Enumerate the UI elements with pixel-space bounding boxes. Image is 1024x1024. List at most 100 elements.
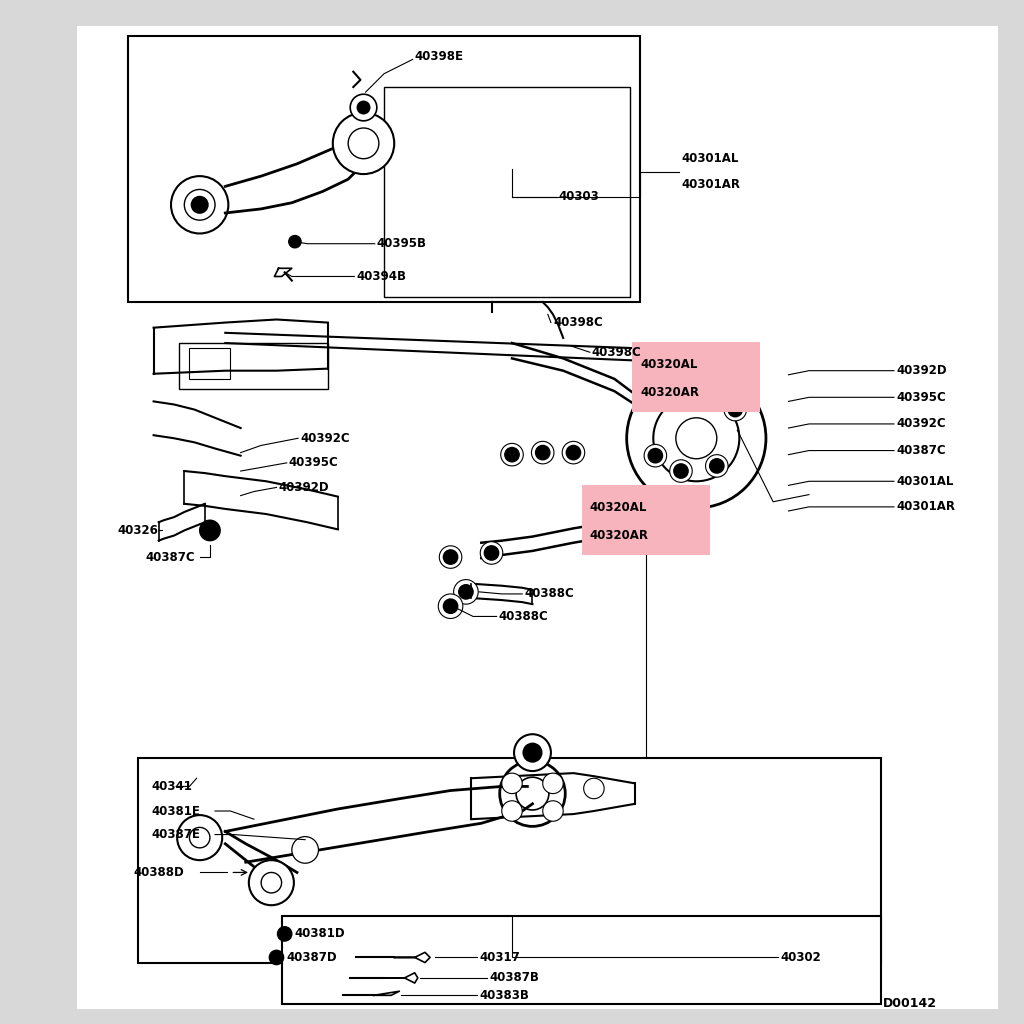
Circle shape: [297, 842, 313, 858]
Text: 40387C: 40387C: [896, 444, 945, 457]
Text: 40317: 40317: [479, 951, 520, 964]
Circle shape: [177, 815, 222, 860]
Text: 40301AR: 40301AR: [681, 178, 740, 190]
Circle shape: [658, 374, 673, 388]
Text: 40320AL: 40320AL: [590, 501, 647, 514]
Circle shape: [562, 441, 585, 464]
Circle shape: [523, 743, 542, 762]
Text: 40387E: 40387E: [152, 828, 201, 841]
Bar: [189, 348, 230, 379]
Circle shape: [543, 773, 563, 794]
Circle shape: [543, 801, 563, 821]
Circle shape: [566, 445, 581, 460]
Text: 40398C: 40398C: [592, 346, 642, 358]
Text: 40341: 40341: [152, 780, 193, 793]
Circle shape: [191, 197, 208, 213]
Circle shape: [500, 761, 565, 826]
Text: 40383B: 40383B: [479, 989, 529, 1001]
Circle shape: [728, 402, 742, 417]
Circle shape: [584, 778, 604, 799]
Circle shape: [480, 542, 503, 564]
Polygon shape: [471, 773, 635, 819]
Circle shape: [289, 236, 301, 248]
Text: 40320AL: 40320AL: [640, 357, 697, 371]
Bar: [128, 36, 640, 302]
Text: 40398E: 40398E: [415, 50, 464, 62]
Circle shape: [676, 418, 717, 459]
Circle shape: [516, 777, 549, 810]
Circle shape: [700, 383, 723, 406]
Text: 40395C: 40395C: [289, 457, 339, 469]
Circle shape: [292, 837, 318, 863]
Bar: [282, 916, 881, 1004]
Text: 40387C: 40387C: [145, 551, 195, 563]
Circle shape: [249, 860, 294, 905]
Circle shape: [627, 369, 766, 508]
Circle shape: [502, 773, 522, 794]
Text: 40303: 40303: [558, 190, 599, 203]
Text: 40381E: 40381E: [152, 805, 201, 817]
Circle shape: [443, 550, 458, 564]
Text: 40392C: 40392C: [896, 418, 945, 430]
Circle shape: [644, 444, 667, 467]
Circle shape: [454, 580, 478, 604]
Circle shape: [357, 101, 370, 114]
Text: 40387D: 40387D: [287, 951, 337, 964]
Circle shape: [654, 370, 677, 392]
Circle shape: [459, 585, 473, 599]
Circle shape: [171, 176, 228, 233]
Text: 40392C: 40392C: [300, 432, 349, 444]
Bar: [138, 758, 881, 963]
Circle shape: [710, 459, 724, 473]
Circle shape: [648, 449, 663, 463]
Circle shape: [670, 460, 692, 482]
Text: 40388C: 40388C: [499, 610, 549, 623]
Bar: [384, 87, 630, 297]
Text: 40388C: 40388C: [524, 588, 574, 600]
Bar: [179, 343, 328, 389]
Text: 40302: 40302: [780, 951, 821, 964]
Circle shape: [724, 398, 746, 421]
Circle shape: [200, 520, 220, 541]
Circle shape: [653, 395, 739, 481]
Circle shape: [269, 950, 284, 965]
Circle shape: [443, 599, 458, 613]
Text: D00142: D00142: [883, 997, 937, 1010]
Text: 40392D: 40392D: [279, 481, 329, 494]
Text: 40301AL: 40301AL: [896, 475, 953, 487]
Circle shape: [506, 777, 518, 790]
Text: 40392D: 40392D: [896, 365, 946, 377]
Text: 40320AR: 40320AR: [640, 386, 699, 398]
Text: 40381D: 40381D: [295, 928, 345, 940]
Text: 40395B: 40395B: [377, 238, 427, 250]
Circle shape: [506, 805, 518, 817]
Circle shape: [502, 801, 522, 821]
Circle shape: [674, 464, 688, 478]
Circle shape: [505, 447, 519, 462]
Text: 40301AL: 40301AL: [681, 153, 738, 165]
Text: 40301AR: 40301AR: [896, 501, 955, 513]
Text: 40388D: 40388D: [133, 866, 184, 879]
Circle shape: [438, 594, 463, 618]
Text: 40320AR: 40320AR: [590, 529, 649, 542]
Circle shape: [706, 455, 728, 477]
Text: 40326: 40326: [118, 524, 159, 537]
Text: 40398C: 40398C: [553, 316, 603, 329]
Circle shape: [705, 387, 719, 401]
Circle shape: [531, 441, 554, 464]
Bar: [632, 342, 760, 412]
Circle shape: [588, 782, 600, 795]
Circle shape: [501, 443, 523, 466]
Circle shape: [278, 927, 292, 941]
Circle shape: [547, 805, 559, 817]
Text: 40394B: 40394B: [356, 270, 407, 283]
Circle shape: [333, 113, 394, 174]
Polygon shape: [154, 319, 328, 374]
Circle shape: [350, 94, 377, 121]
Circle shape: [439, 546, 462, 568]
Circle shape: [536, 445, 550, 460]
Text: 40387B: 40387B: [489, 972, 540, 984]
Circle shape: [681, 355, 712, 386]
Circle shape: [261, 872, 282, 893]
Circle shape: [514, 734, 551, 771]
